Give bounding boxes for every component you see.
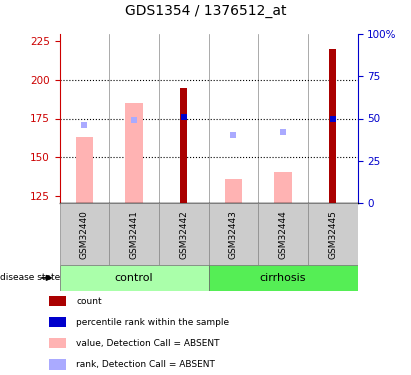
Text: GSM32440: GSM32440 — [80, 210, 89, 259]
Bar — [125, 103, 143, 203]
Bar — [208, 203, 258, 265]
Text: GDS1354 / 1376512_at: GDS1354 / 1376512_at — [125, 3, 286, 18]
Bar — [208, 265, 358, 291]
Bar — [60, 203, 109, 265]
Text: control: control — [115, 273, 153, 283]
Text: GSM32442: GSM32442 — [179, 210, 188, 259]
Text: rank, Detection Call = ABSENT: rank, Detection Call = ABSENT — [76, 360, 215, 369]
Text: disease state: disease state — [0, 273, 60, 282]
Text: GSM32443: GSM32443 — [229, 210, 238, 259]
Bar — [329, 49, 337, 203]
Text: count: count — [76, 297, 102, 306]
Text: GSM32445: GSM32445 — [328, 210, 337, 259]
Text: percentile rank within the sample: percentile rank within the sample — [76, 318, 229, 327]
Text: GSM32444: GSM32444 — [279, 210, 288, 259]
Bar — [76, 137, 93, 203]
Bar — [60, 265, 209, 291]
Bar — [308, 203, 358, 265]
Bar — [275, 172, 292, 203]
Bar — [225, 178, 242, 203]
Bar — [159, 203, 208, 265]
Text: cirrhosis: cirrhosis — [260, 273, 306, 283]
Bar — [49, 317, 66, 327]
Text: value, Detection Call = ABSENT: value, Detection Call = ABSENT — [76, 339, 219, 348]
Text: GSM32441: GSM32441 — [129, 210, 139, 259]
Bar — [49, 338, 66, 348]
Bar — [109, 203, 159, 265]
Bar — [49, 359, 66, 369]
Bar — [258, 203, 308, 265]
Bar — [49, 296, 66, 306]
Bar — [180, 88, 187, 203]
